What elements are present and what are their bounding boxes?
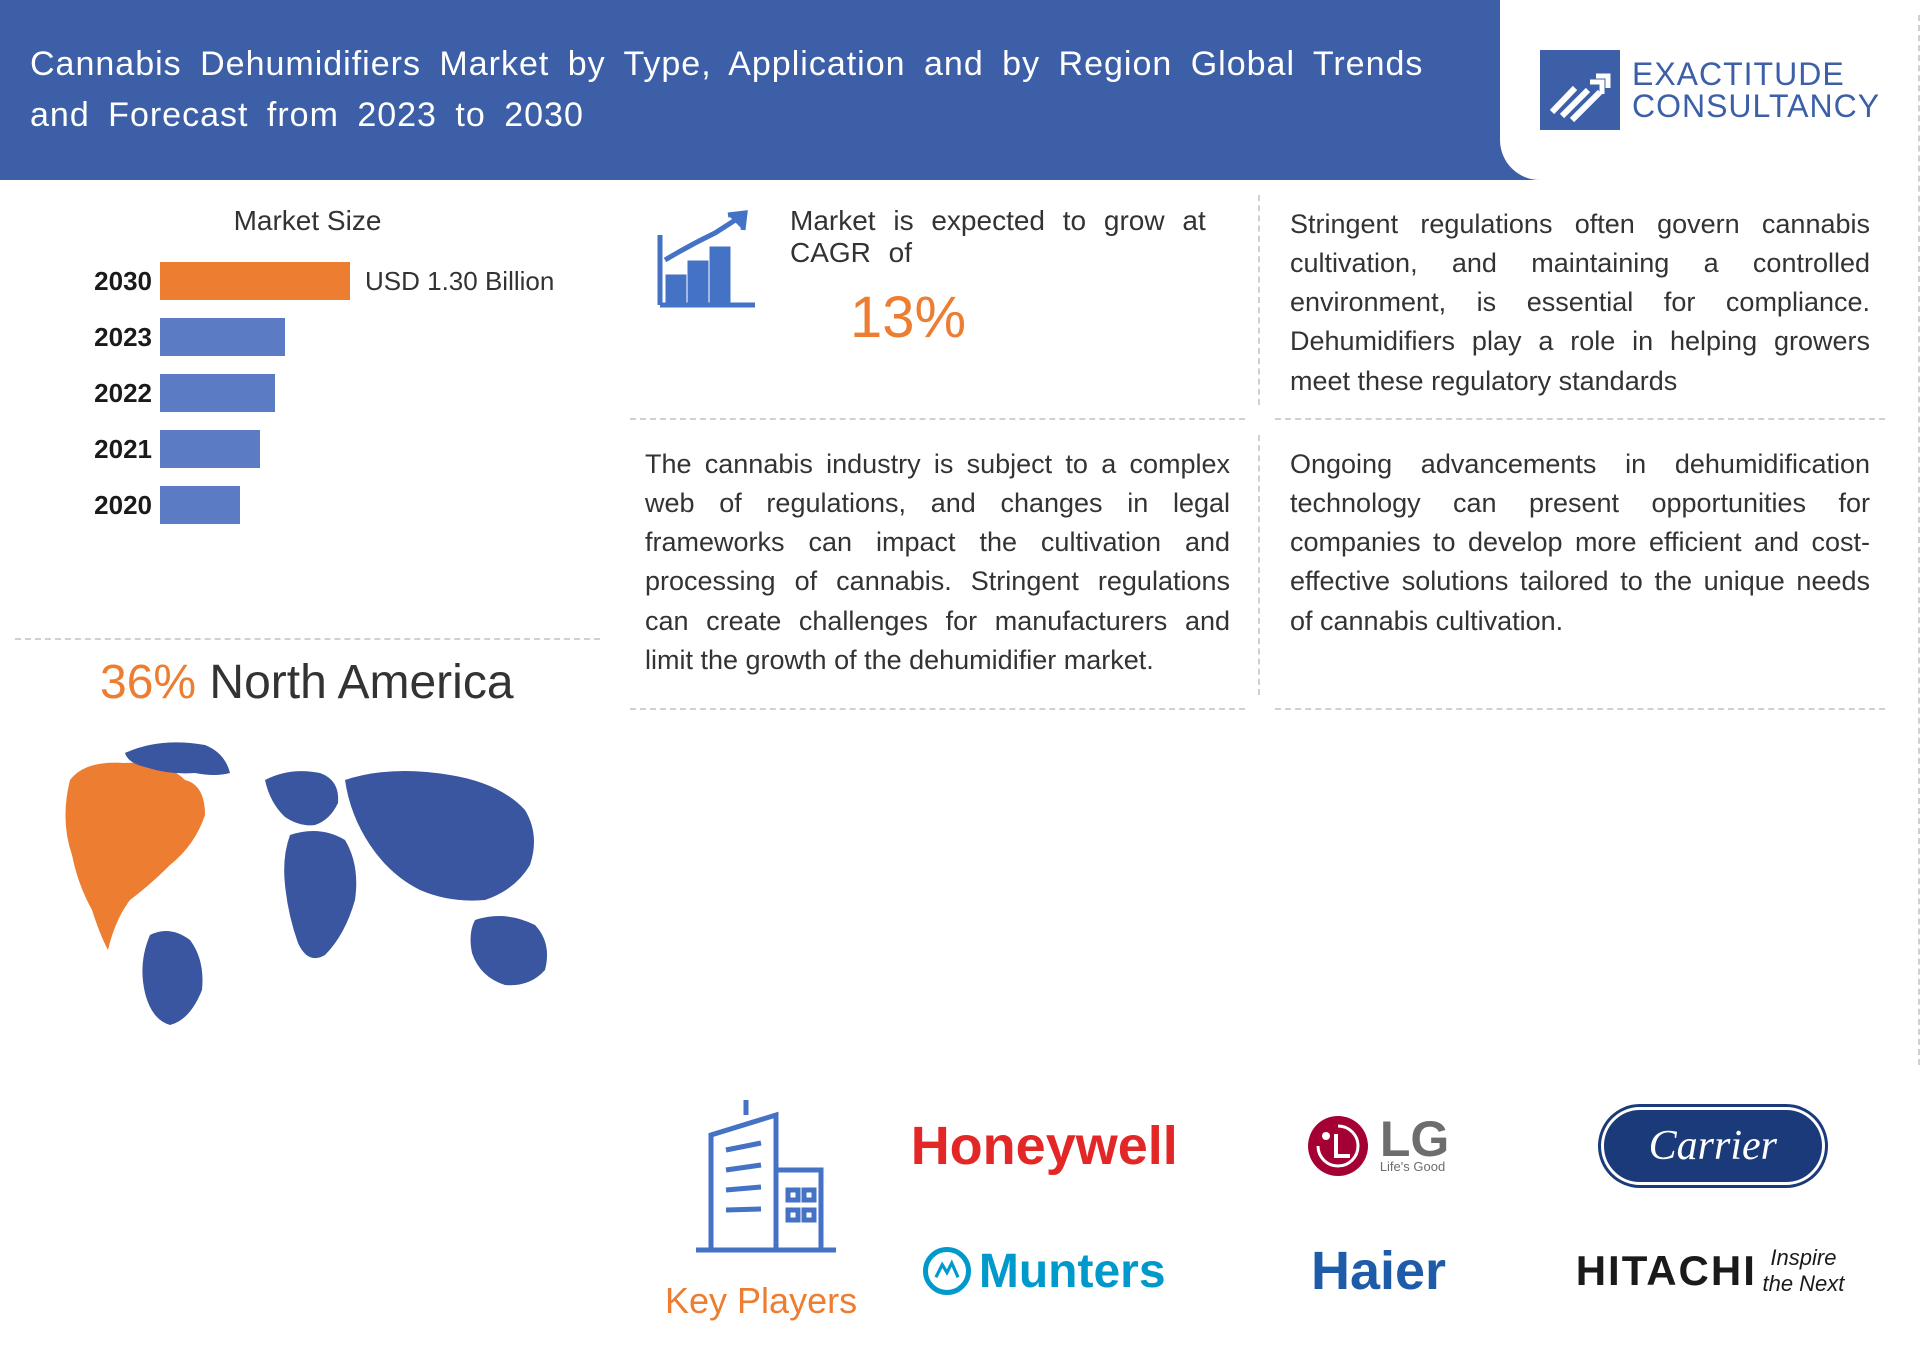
bar-year-label: 2021 (80, 434, 160, 465)
munters-text: Munters (979, 1244, 1166, 1299)
bar (160, 486, 240, 524)
brand-logo: EXACTITUDE CONSULTANCY (1540, 50, 1880, 130)
cagr-panel: Market is expected to grow at CAGR of 13… (615, 180, 1260, 420)
middle-column: Market is expected to grow at CAGR of 13… (615, 180, 1260, 1060)
market-size-bar-chart: 2030 USD 1.30 Billion 2023 2022 2021 2020 (30, 262, 585, 524)
player-honeywell: Honeywell (911, 1101, 1178, 1191)
world-map-icon (30, 725, 580, 1035)
bar (160, 374, 275, 412)
compliance-desc: Stringent regulations often govern canna… (1290, 205, 1870, 401)
munters-icon (923, 1247, 971, 1295)
regulations-desc-panel: The cannabis industry is subject to a co… (615, 420, 1260, 710)
logo-text: EXACTITUDE CONSULTANCY (1632, 58, 1880, 122)
lg-text: LG (1380, 1119, 1449, 1159)
bar-row: 2030 USD 1.30 Billion (80, 262, 585, 300)
player-lg: LG Life's Good (1308, 1101, 1449, 1191)
region-name: North America (209, 656, 513, 709)
logo-box: EXACTITUDE CONSULTANCY (1500, 0, 1920, 180)
lg-subtitle: Life's Good (1380, 1159, 1449, 1174)
right-column: Stringent regulations often govern canna… (1260, 180, 1900, 1060)
cagr-value: 13% (790, 284, 1225, 351)
bar (160, 318, 285, 356)
bar-year-label: 2023 (80, 322, 160, 353)
technology-desc-panel: Ongoing advancements in dehumidification… (1260, 420, 1900, 710)
players-grid: Honeywell LG Life's Good Carrier Munters (907, 1101, 1850, 1316)
compliance-desc-panel: Stringent regulations often govern canna… (1260, 180, 1900, 420)
market-size-panel: Market Size 2030 USD 1.30 Billion 2023 2022… (0, 180, 615, 640)
logo-text-line1: EXACTITUDE (1632, 58, 1880, 90)
bar-row: 2022 (80, 374, 585, 412)
header: Cannabis Dehumidifiers Market by Type, A… (0, 0, 1920, 180)
building-icon (676, 1095, 846, 1265)
bar-row: 2023 (80, 318, 585, 356)
lg-text-block: LG Life's Good (1380, 1119, 1449, 1174)
bar (160, 430, 260, 468)
bar-row: 2020 (80, 486, 585, 524)
player-munters: Munters (923, 1226, 1166, 1316)
technology-desc: Ongoing advancements in dehumidification… (1290, 445, 1870, 641)
region-percent: 36% (100, 656, 196, 709)
regulations-desc: The cannabis industry is subject to a co… (645, 445, 1230, 680)
lg-circle-icon (1308, 1116, 1368, 1176)
bar (160, 262, 350, 300)
page-title: Cannabis Dehumidifiers Market by Type, A… (30, 39, 1430, 141)
hitachi-subtitle: Inspire the Next (1757, 1245, 1850, 1297)
cagr-text-block: Market is expected to grow at CAGR of 13… (790, 205, 1225, 395)
left-column: Market Size 2030 USD 1.30 Billion 2023 2022… (0, 180, 615, 1060)
bar-year-label: 2022 (80, 378, 160, 409)
market-size-title: Market Size (30, 205, 585, 237)
key-players-panel: Key Players Honeywell LG Life's Good Car… (615, 1060, 1900, 1357)
bar-year-label: 2020 (80, 490, 160, 521)
cagr-lead-text: Market is expected to grow at CAGR of (790, 205, 1225, 269)
bar-year-label: 2030 (80, 266, 160, 297)
carrier-badge: Carrier (1601, 1107, 1825, 1185)
bar-value-label: USD 1.30 Billion (365, 266, 554, 297)
content-grid: Market Size 2030 USD 1.30 Billion 2023 2022… (0, 180, 1920, 1080)
region-share: 36% North America (30, 655, 585, 710)
growth-chart-icon (650, 205, 760, 315)
key-players-label: Key Players (665, 1280, 857, 1322)
player-hitachi: HITACHI Inspire the Next (1576, 1226, 1850, 1316)
player-haier: Haier (1311, 1226, 1446, 1316)
logo-icon (1540, 50, 1620, 130)
logo-text-line2: CONSULTANCY (1632, 90, 1880, 122)
region-panel: 36% North America (0, 640, 615, 1060)
player-carrier: Carrier (1601, 1101, 1825, 1191)
bar-row: 2021 (80, 430, 585, 468)
key-players-icon-block: Key Players (665, 1095, 857, 1322)
hitachi-text: HITACHI (1576, 1247, 1757, 1295)
